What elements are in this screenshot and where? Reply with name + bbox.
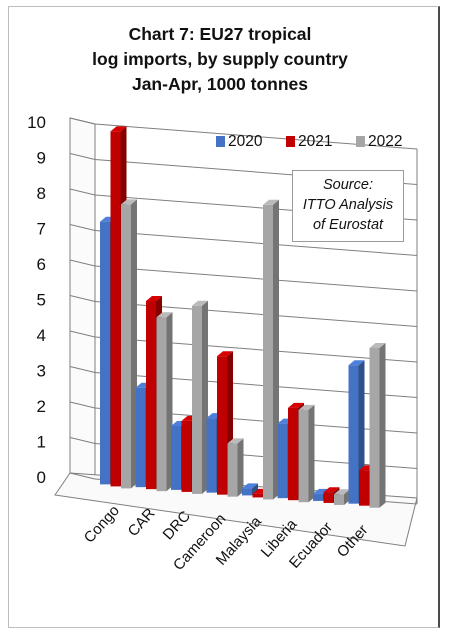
bar-front xyxy=(110,131,121,487)
bar-top xyxy=(313,488,329,494)
bar-front xyxy=(156,317,167,492)
y-tick-label: 1 xyxy=(37,433,46,452)
legend-swatch-2021 xyxy=(286,136,295,147)
bar-side xyxy=(252,483,258,496)
x-tick-label: Congo xyxy=(81,502,123,546)
bar-side xyxy=(308,404,315,503)
bar-top xyxy=(288,402,304,408)
source-line-1: Source: xyxy=(323,177,373,193)
chart-title-line-3: Jan-Apr, 1000 tonnes xyxy=(131,74,309,94)
bar-front xyxy=(135,387,146,488)
y-tick-label: 6 xyxy=(37,255,46,274)
bar-top xyxy=(121,199,137,205)
gridline xyxy=(94,265,418,292)
bar-drc-2022 xyxy=(192,300,208,494)
source-line-2: ITTO Analysis xyxy=(302,197,394,213)
bar-front xyxy=(217,356,227,495)
bar-front xyxy=(313,493,323,501)
gridline-side xyxy=(69,295,96,302)
source-line-3: of Eurostat xyxy=(312,217,384,233)
chart-title: Chart 7: EU27 tropical log imports, by s… xyxy=(20,22,420,97)
bar-side xyxy=(379,342,386,508)
gridline-side xyxy=(69,153,96,160)
bar-top xyxy=(110,126,127,132)
chart-title-line-2: log imports, by supply country xyxy=(92,49,348,69)
gridline-side xyxy=(69,259,96,267)
bar-top xyxy=(369,342,386,348)
gridline-side xyxy=(69,472,96,480)
bar-front xyxy=(298,409,309,503)
bar-top xyxy=(348,360,365,366)
bar-front xyxy=(100,221,110,485)
bar-front xyxy=(206,418,217,493)
gridline-side xyxy=(69,437,96,444)
bar-front xyxy=(348,365,359,504)
source-note: Source: ITTO Analysis of Eurostat xyxy=(292,170,404,242)
bar-top xyxy=(227,438,244,444)
bar-front xyxy=(146,301,156,490)
gridline-side xyxy=(69,224,96,231)
bar-front xyxy=(192,305,202,494)
bar-car-2022 xyxy=(156,312,173,492)
legend-label-2021: 2021 xyxy=(298,133,332,150)
bar-front xyxy=(277,423,288,499)
gridline-side xyxy=(69,330,96,338)
bar-congo-2022 xyxy=(121,199,137,489)
bar-malaysia-2022 xyxy=(263,199,279,500)
bar-top xyxy=(146,296,162,302)
bar-front xyxy=(369,347,380,508)
gridline-side xyxy=(69,401,96,409)
y-tick-label: 0 xyxy=(37,468,46,487)
bar-top xyxy=(298,404,315,410)
gridline-side xyxy=(69,366,96,373)
bar-front xyxy=(121,204,131,489)
bar-front xyxy=(263,204,273,500)
bar-front xyxy=(227,443,238,497)
y-tick-label: 9 xyxy=(37,149,46,168)
gridline-side xyxy=(69,117,96,125)
bar-top xyxy=(156,312,173,318)
bar-top xyxy=(192,300,208,306)
legend-swatch-2020 xyxy=(216,136,225,147)
legend: 2020 2021 2022 xyxy=(216,133,402,150)
bar-liberia-2022 xyxy=(298,404,315,503)
legend-swatch-2022 xyxy=(356,136,365,147)
y-tick-label: 2 xyxy=(37,397,46,416)
legend-label-2020: 2020 xyxy=(228,133,263,150)
bar-front xyxy=(359,470,369,506)
y-tick-label: 3 xyxy=(37,362,46,381)
bar-top xyxy=(242,483,258,489)
bar-other-2022 xyxy=(369,342,386,508)
bar-front xyxy=(242,488,252,496)
y-axis-ticks: 0 1 2 3 4 5 6 7 8 9 10 xyxy=(27,113,46,487)
bar-front xyxy=(171,426,181,490)
y-tick-label: 5 xyxy=(37,291,46,310)
x-tick-label: CAR xyxy=(125,505,159,540)
bar-front xyxy=(181,420,192,492)
bar-top xyxy=(217,351,233,357)
bar-cameroon-2022 xyxy=(227,438,244,497)
bar-malaysia-2020 xyxy=(242,483,258,496)
y-tick-label: 7 xyxy=(37,220,46,239)
bar-front xyxy=(334,494,344,505)
bar-top xyxy=(334,489,350,495)
bars xyxy=(100,126,386,508)
bar-top xyxy=(263,199,279,205)
gridline-side xyxy=(69,188,96,196)
bar-top xyxy=(323,487,340,493)
legend-label-2022: 2022 xyxy=(368,133,402,150)
y-tick-label: 10 xyxy=(27,113,46,132)
gridline xyxy=(94,230,418,256)
bar-side xyxy=(237,438,244,497)
y-tick-label: 8 xyxy=(37,184,46,203)
bar-front xyxy=(323,492,334,503)
y-tick-label: 4 xyxy=(37,326,46,345)
bar-front xyxy=(252,493,263,498)
bar-front xyxy=(288,407,298,501)
chart-title-line-1: Chart 7: EU27 tropical xyxy=(128,24,312,44)
